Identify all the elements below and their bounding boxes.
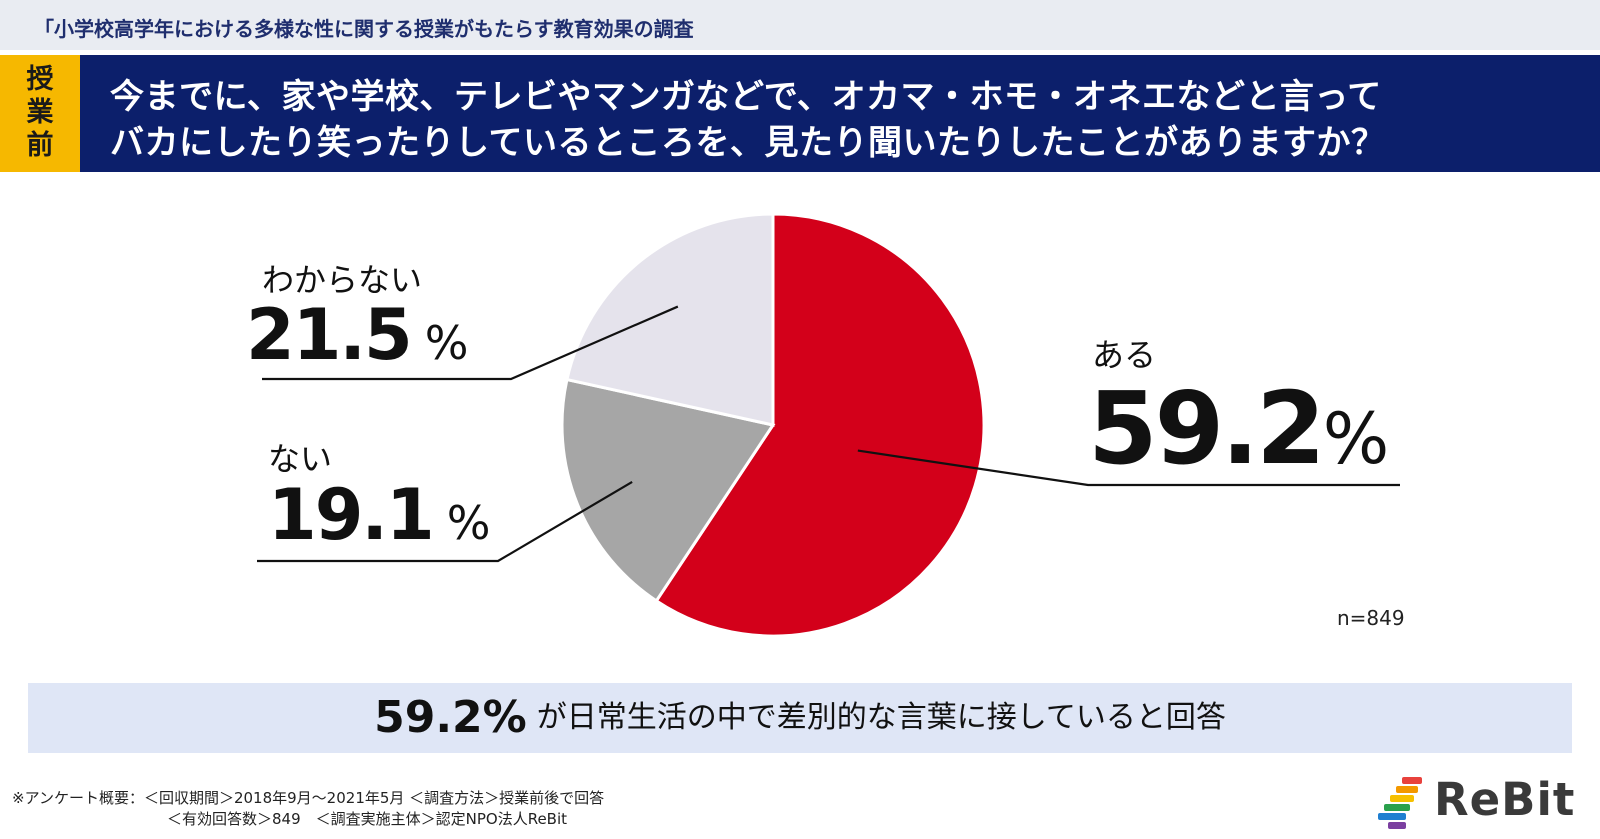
value-nai: 19.1 [268, 474, 435, 556]
badge-label: 授業前 [0, 63, 80, 162]
logo-bar-2 [1396, 786, 1418, 793]
unit-nai: % [446, 496, 491, 550]
value-wakaranai-wrap: 21.5% [246, 294, 468, 376]
footer-line-2: ＜有効回答数＞849 ＜調査実施主体＞認定NPO法人ReBit [167, 810, 568, 828]
survey-title: 「小学校高学年における多様な性に関する授業がもたらす教育効果の調査 [34, 17, 694, 41]
callout-text: が日常生活の中で差別的な言葉に接していると回答 [536, 700, 1226, 735]
sample-size-note: n=849 [1337, 606, 1405, 630]
pie-chart: ある 59.2% わからない 21.5% ない 19.1% [0, 172, 1600, 682]
value-nai-wrap: 19.1% [268, 474, 490, 556]
value-wakaranai: 21.5 [246, 294, 413, 376]
badge-char-1: 業 [26, 97, 54, 128]
question-line-2: バカにしたり笑ったりしているところを、見たり聞いたりしたことがありますか？ [110, 123, 1386, 163]
logo-text: ReBit [1434, 773, 1576, 826]
rebit-logo: ReBit [1378, 771, 1588, 829]
label-wakaranai: わからない [262, 261, 423, 299]
pie-slice-nai [560, 377, 776, 603]
question-line-1: 今までに、家や学校、テレビやマンガなどで、オカマ・ホモ・オネエなどと言って [110, 77, 1382, 117]
question-banner: 今までに、家や学校、テレビやマンガなどで、オカマ・ホモ・オネエなどと言って バカ… [80, 55, 1600, 172]
pie-slice-wakaranai [565, 212, 775, 427]
leader-line-wakaranai [262, 305, 679, 381]
label-nai: ない [268, 440, 333, 478]
value-aru-wrap: 59.2% [1088, 370, 1389, 487]
top-strip [0, 0, 1600, 50]
logo-bar-5 [1378, 813, 1406, 820]
badge-before-class: 授業前 [0, 55, 80, 172]
pie-slice-aru [654, 212, 986, 638]
value-aru: 59.2 [1088, 370, 1326, 487]
label-aru: ある [1092, 336, 1157, 374]
logo-bar-1 [1402, 777, 1422, 784]
pie-svg [257, 212, 1400, 638]
footer-line-1: ※アンケート概要：＜回収期間＞2018年9月〜2021年5月 ＜調査方法＞授業前… [12, 789, 605, 807]
logo-bar-4 [1384, 804, 1410, 811]
leader-line-aru [857, 449, 1400, 487]
callout-content: 59.2% が日常生活の中で差別的な言葉に接していると回答 [28, 683, 1572, 753]
unit-wakaranai: % [424, 316, 469, 370]
unit-aru: % [1322, 398, 1390, 480]
callout-box: 59.2% が日常生活の中で差別的な言葉に接していると回答 [28, 683, 1572, 753]
callout-number: 59.2% [374, 692, 527, 743]
badge-char-2: 前 [26, 130, 54, 161]
leader-line-nai [257, 480, 633, 563]
badge-char-0: 授 [26, 64, 54, 95]
logo-bar-6 [1388, 822, 1406, 829]
logo-bar-3 [1390, 795, 1414, 802]
